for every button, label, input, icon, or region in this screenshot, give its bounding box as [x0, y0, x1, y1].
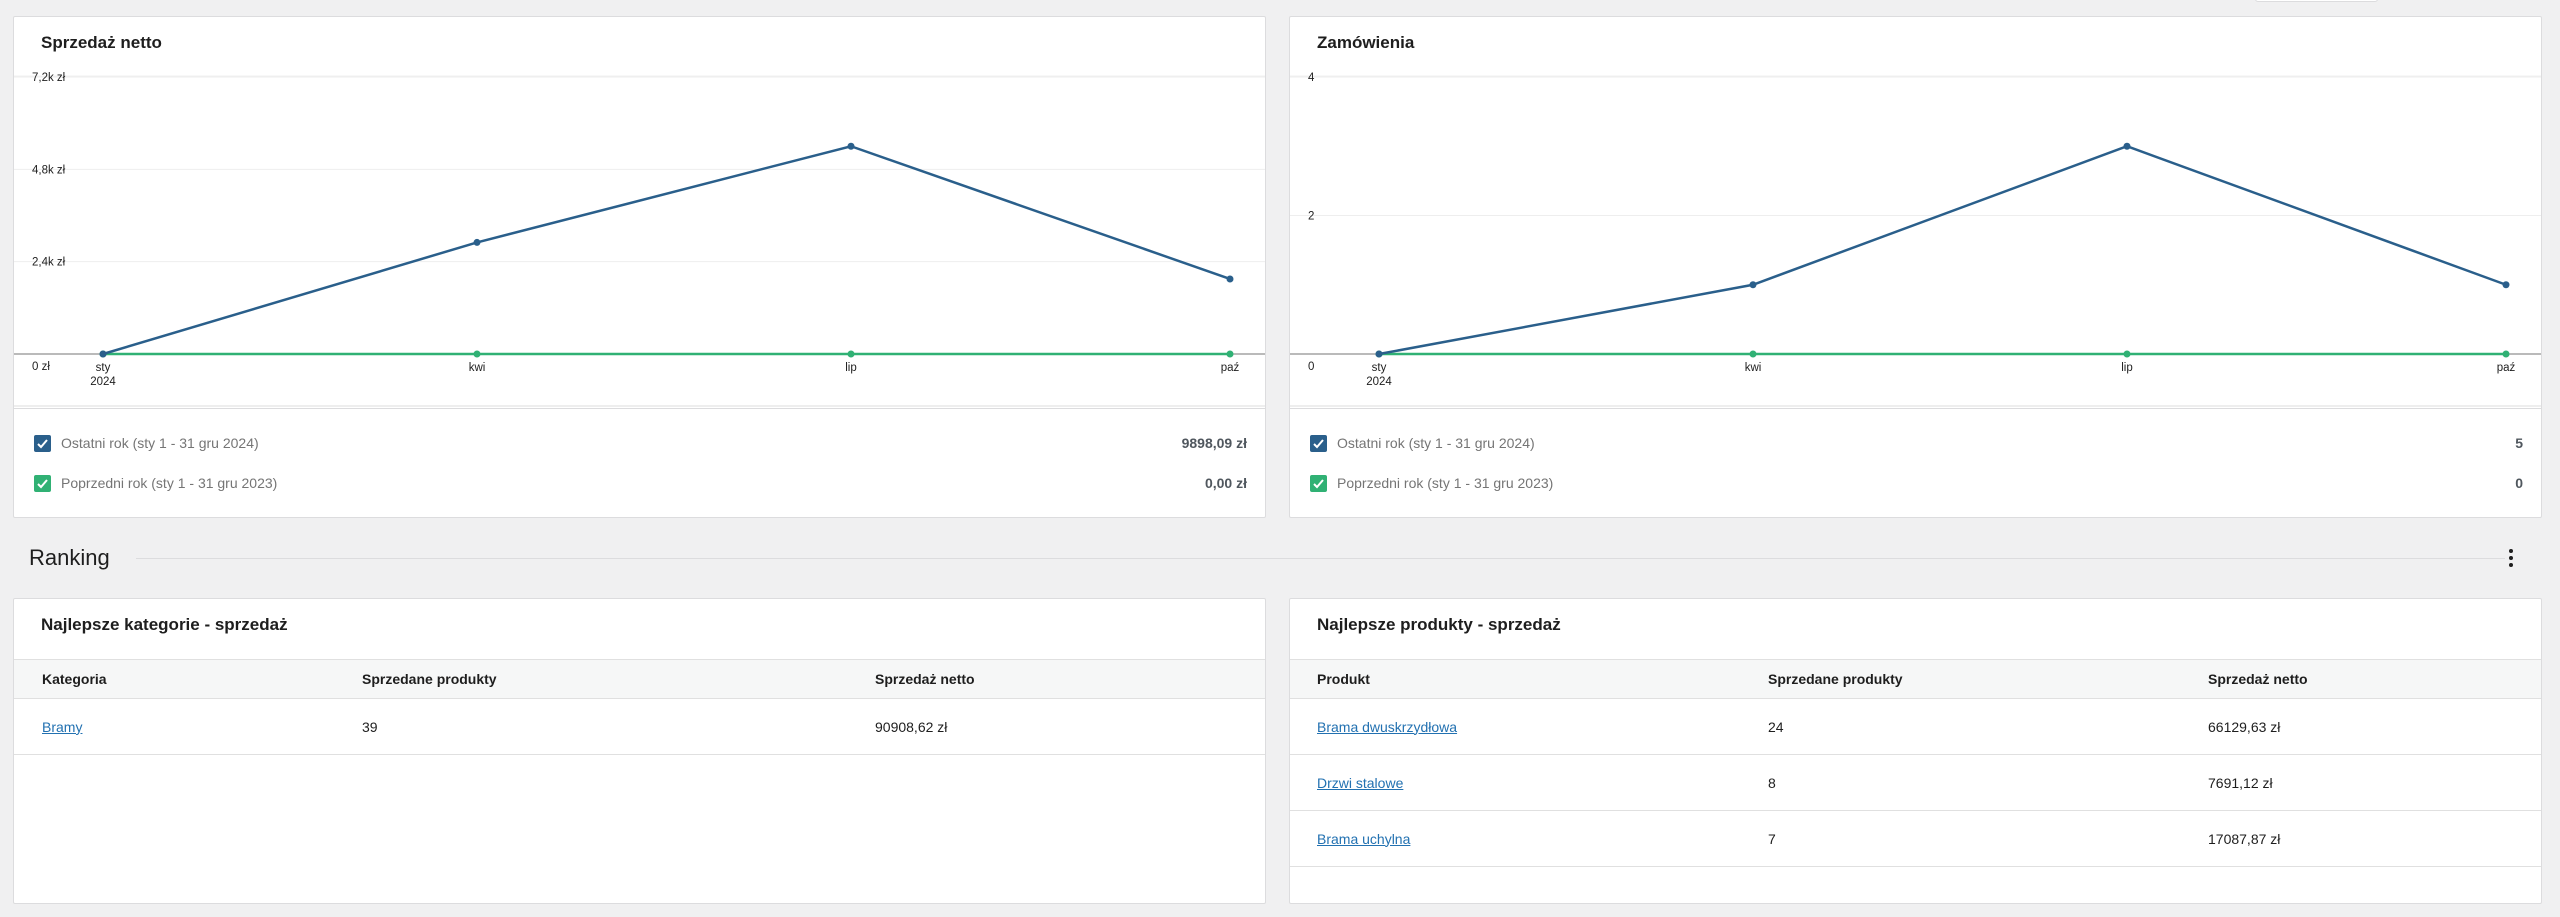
column-header: Sprzedaż netto: [2208, 659, 2541, 699]
table-header-row: Produkt Sprzedane produkty Sprzedaż nett…: [1290, 659, 2541, 699]
checkbox-checked-icon[interactable]: [1310, 474, 1327, 492]
section-divider: [136, 558, 2505, 559]
series-line-current-year: [102, 144, 1231, 356]
y-tick-label: 7,2k zł: [32, 72, 66, 84]
top-button-edge[interactable]: [2255, 0, 2378, 2]
vertical-ellipsis-icon[interactable]: [2501, 543, 2521, 573]
column-header: Sprzedane produkty: [1768, 659, 2208, 699]
data-point-previous-year: [1749, 350, 1757, 358]
data-point-current-year: [847, 142, 855, 150]
data-point-current-year: [473, 238, 481, 246]
data-point-current-year: [1375, 350, 1383, 358]
data-point-current-year: [1749, 281, 1757, 289]
legend-label: Ostatni rok (sty 1 - 31 gru 2024): [61, 435, 259, 451]
x-tick-label: lip: [2121, 362, 2133, 374]
legend-label: Poprzedni rok (sty 1 - 31 gru 2023): [1337, 475, 1554, 491]
y-tick-label: 4,8k zł: [32, 164, 66, 176]
top-products-card: Najlepsze produkty - sprzedaż Produkt Sp…: [1289, 598, 2542, 904]
product-link[interactable]: Brama dwuskrzydłowa: [1317, 718, 1458, 735]
net-sales-cell: 17087,87 zł: [2208, 810, 2541, 867]
card-title: Zamówienia: [1317, 33, 1415, 52]
y-tick-label: 4: [1308, 72, 1315, 84]
product-link[interactable]: Brama uchylna: [1317, 830, 1411, 847]
net-sales-card: Sprzedaż netto 0 zł 2,4k zł 4,8k zł 7,2k zł…: [13, 16, 1266, 518]
data-point-previous-year: [2123, 350, 2131, 358]
top-categories-table: Kategoria Sprzedane produkty Sprzedaż ne…: [14, 659, 1265, 755]
product-cell: Brama uchylna: [1317, 810, 1768, 867]
net-sales-chart: 0 zł 2,4k zł 4,8k zł 7,2k zł sty kwi lip paź 202…: [14, 72, 1265, 407]
net-sales-cell: 90908,62 zł: [875, 698, 1265, 755]
category-cell: Bramy: [42, 698, 362, 755]
data-point-previous-year: [847, 350, 855, 358]
series-line-current-year: [1378, 144, 2507, 356]
column-header: Sprzedaż netto: [875, 659, 1265, 699]
y-tick-label: 0 zł: [32, 361, 50, 373]
items-sold-cell: 39: [362, 698, 875, 755]
x-tick-label: sty: [96, 362, 111, 374]
items-sold-cell: 24: [1768, 698, 2208, 755]
legend-item-current-year[interactable]: Ostatni rok (sty 1 - 31 gru 2024) 9898,0…: [34, 433, 1247, 453]
legend-item-previous-year[interactable]: Poprzedni rok (sty 1 - 31 gru 2023) 0: [1310, 473, 2523, 493]
data-point-current-year: [1226, 275, 1234, 283]
net-sales-cell: 66129,63 zł: [2208, 698, 2541, 755]
y-tick-label: 2,4k zł: [32, 257, 66, 269]
x-tick-label: lip: [845, 362, 857, 374]
chart-legend: Ostatni rok (sty 1 - 31 gru 2024) 9898,0…: [14, 408, 1265, 517]
x-tick-year-label: 2024: [90, 376, 116, 388]
category-link[interactable]: Bramy: [42, 718, 83, 735]
y-tick-label: 0: [1308, 361, 1314, 373]
items-sold-cell: 8: [1768, 754, 2208, 811]
card-title: Najlepsze kategorie - sprzedaż: [41, 615, 288, 634]
legend-item-current-year[interactable]: Ostatni rok (sty 1 - 31 gru 2024) 5: [1310, 433, 2523, 453]
x-tick-label: paź: [2497, 362, 2516, 374]
card-title: Najlepsze produkty - sprzedaż: [1317, 615, 1561, 634]
legend-value: 0: [2515, 475, 2523, 491]
product-link[interactable]: Drzwi stalowe: [1317, 774, 1404, 791]
items-sold-cell: 7: [1768, 810, 2208, 867]
x-tick-year-label: 2024: [1366, 376, 1392, 388]
checkbox-checked-icon[interactable]: [34, 434, 51, 452]
orders-chart: 0 2 4 sty kwi lip paź 2024: [1290, 72, 2541, 407]
table-row: Brama dwuskrzydłowa 24 66129,63 zł: [1290, 698, 2541, 755]
orders-card: Zamówienia 0 2 4 sty kwi lip paź 2024 Ostatni r…: [1289, 16, 2542, 518]
column-header: Kategoria: [42, 659, 362, 699]
x-tick-label: paź: [1221, 362, 1240, 374]
table-row: Bramy 39 90908,62 zł: [14, 698, 1265, 755]
data-point-previous-year: [473, 350, 481, 358]
legend-label: Poprzedni rok (sty 1 - 31 gru 2023): [61, 475, 278, 491]
net-sales-cell: 7691,12 zł: [2208, 754, 2541, 811]
legend-value: 0,00 zł: [1204, 475, 1247, 491]
data-point-current-year: [2123, 142, 2131, 150]
x-tick-label: kwi: [469, 362, 486, 374]
product-cell: Brama dwuskrzydłowa: [1317, 698, 1768, 755]
table-row: Drzwi stalowe 8 7691,12 zł: [1290, 754, 2541, 811]
data-point-current-year: [99, 350, 107, 358]
table-row: Brama uchylna 7 17087,87 zł: [1290, 810, 2541, 867]
data-point-previous-year: [2502, 350, 2510, 358]
checkbox-checked-icon[interactable]: [1310, 434, 1327, 452]
legend-value: 5: [2515, 435, 2523, 451]
top-products-table: Produkt Sprzedane produkty Sprzedaż nett…: [1290, 659, 2541, 867]
x-tick-label: sty: [1372, 362, 1387, 374]
data-point-previous-year: [1226, 350, 1234, 358]
data-point-current-year: [2502, 281, 2510, 289]
column-header: Produkt: [1317, 659, 1768, 699]
checkbox-checked-icon[interactable]: [34, 474, 51, 492]
x-tick-label: kwi: [1745, 362, 1762, 374]
product-cell: Drzwi stalowe: [1317, 754, 1768, 811]
legend-value: 9898,09 zł: [1181, 435, 1247, 451]
top-categories-card: Najlepsze kategorie - sprzedaż Kategoria…: [13, 598, 1266, 904]
legend-label: Ostatni rok (sty 1 - 31 gru 2024): [1337, 435, 1535, 451]
y-tick-label: 2: [1308, 211, 1314, 223]
table-header-row: Kategoria Sprzedane produkty Sprzedaż ne…: [14, 659, 1265, 699]
legend-item-previous-year[interactable]: Poprzedni rok (sty 1 - 31 gru 2023) 0,00…: [34, 473, 1247, 493]
ranking-section-title: Ranking: [29, 545, 110, 570]
column-header: Sprzedane produkty: [362, 659, 875, 699]
card-title: Sprzedaż netto: [41, 33, 162, 52]
chart-legend: Ostatni rok (sty 1 - 31 gru 2024) 5 Popr…: [1290, 408, 2541, 517]
